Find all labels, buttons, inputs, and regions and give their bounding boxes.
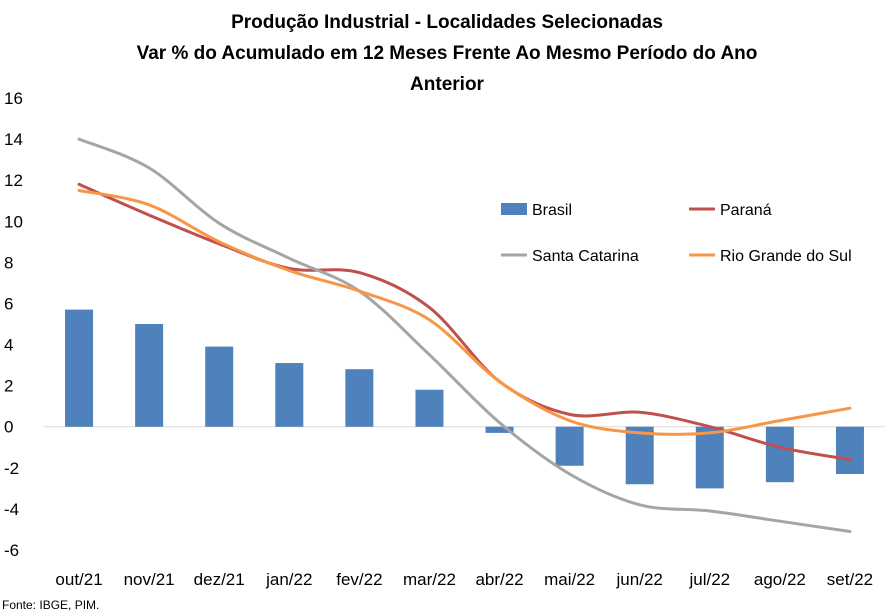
x-tick-label: out/21 <box>55 570 102 589</box>
legend-label: Rio Grande do Sul <box>720 248 852 265</box>
series-line-parana <box>77 182 852 462</box>
x-tick-label: mai/22 <box>544 570 595 589</box>
x-tick-label: jun/22 <box>616 570 663 589</box>
x-tick-label: jan/22 <box>265 570 312 589</box>
x-tick-label: dez/21 <box>194 570 245 589</box>
y-tick-label: -4 <box>4 500 19 519</box>
y-tick-label: 4 <box>4 336 13 355</box>
legend-swatch-brasil <box>501 203 527 215</box>
bar-brasil <box>555 426 584 466</box>
x-tick-label: set/22 <box>827 570 873 589</box>
y-tick-label: 8 <box>4 253 13 272</box>
y-tick-label: 6 <box>4 294 13 313</box>
source-note: Fonte: IBGE, PIM. <box>2 598 100 612</box>
bar-brasil <box>835 426 864 474</box>
legend-label: Santa Catarina <box>532 248 639 265</box>
y-tick-label: -6 <box>4 541 19 560</box>
y-tick-label: -2 <box>4 459 19 478</box>
y-tick-label: 16 <box>4 89 23 108</box>
legend-label: Brasil <box>532 202 572 219</box>
legend-label: Paraná <box>720 202 772 219</box>
bar-brasil <box>205 346 234 427</box>
x-tick-label: mar/22 <box>403 570 456 589</box>
bar-brasil <box>345 369 374 427</box>
series-line-santa-catarina <box>77 137 852 533</box>
y-tick-label: 14 <box>4 130 23 149</box>
bar-brasil <box>625 426 654 485</box>
x-tick-label: abr/22 <box>475 570 523 589</box>
bar-brasil <box>135 324 164 427</box>
bar-brasil <box>695 426 724 489</box>
bar-brasil <box>275 363 304 427</box>
x-tick-label: ago/22 <box>754 570 806 589</box>
x-tick-label: nov/21 <box>124 570 175 589</box>
chart-title-line-1: Produção Industrial - Localidades Seleci… <box>231 12 663 33</box>
x-tick-label: fev/22 <box>336 570 382 589</box>
y-tick-label: 12 <box>4 171 23 190</box>
chart-title-line-3: Anterior <box>410 74 484 95</box>
series-line-rio-grande-do-sul <box>77 189 852 436</box>
bar-brasil <box>65 309 94 427</box>
bar-brasil <box>485 426 514 433</box>
y-tick-label: 0 <box>4 418 13 437</box>
chart-title-line-2: Var % do Acumulado em 12 Meses Frente Ao… <box>136 43 758 64</box>
y-tick-label: 2 <box>4 377 13 396</box>
x-tick-label: jul/22 <box>688 570 730 589</box>
y-tick-label: 10 <box>4 212 23 231</box>
bar-brasil <box>765 426 794 483</box>
bar-brasil <box>415 389 444 427</box>
